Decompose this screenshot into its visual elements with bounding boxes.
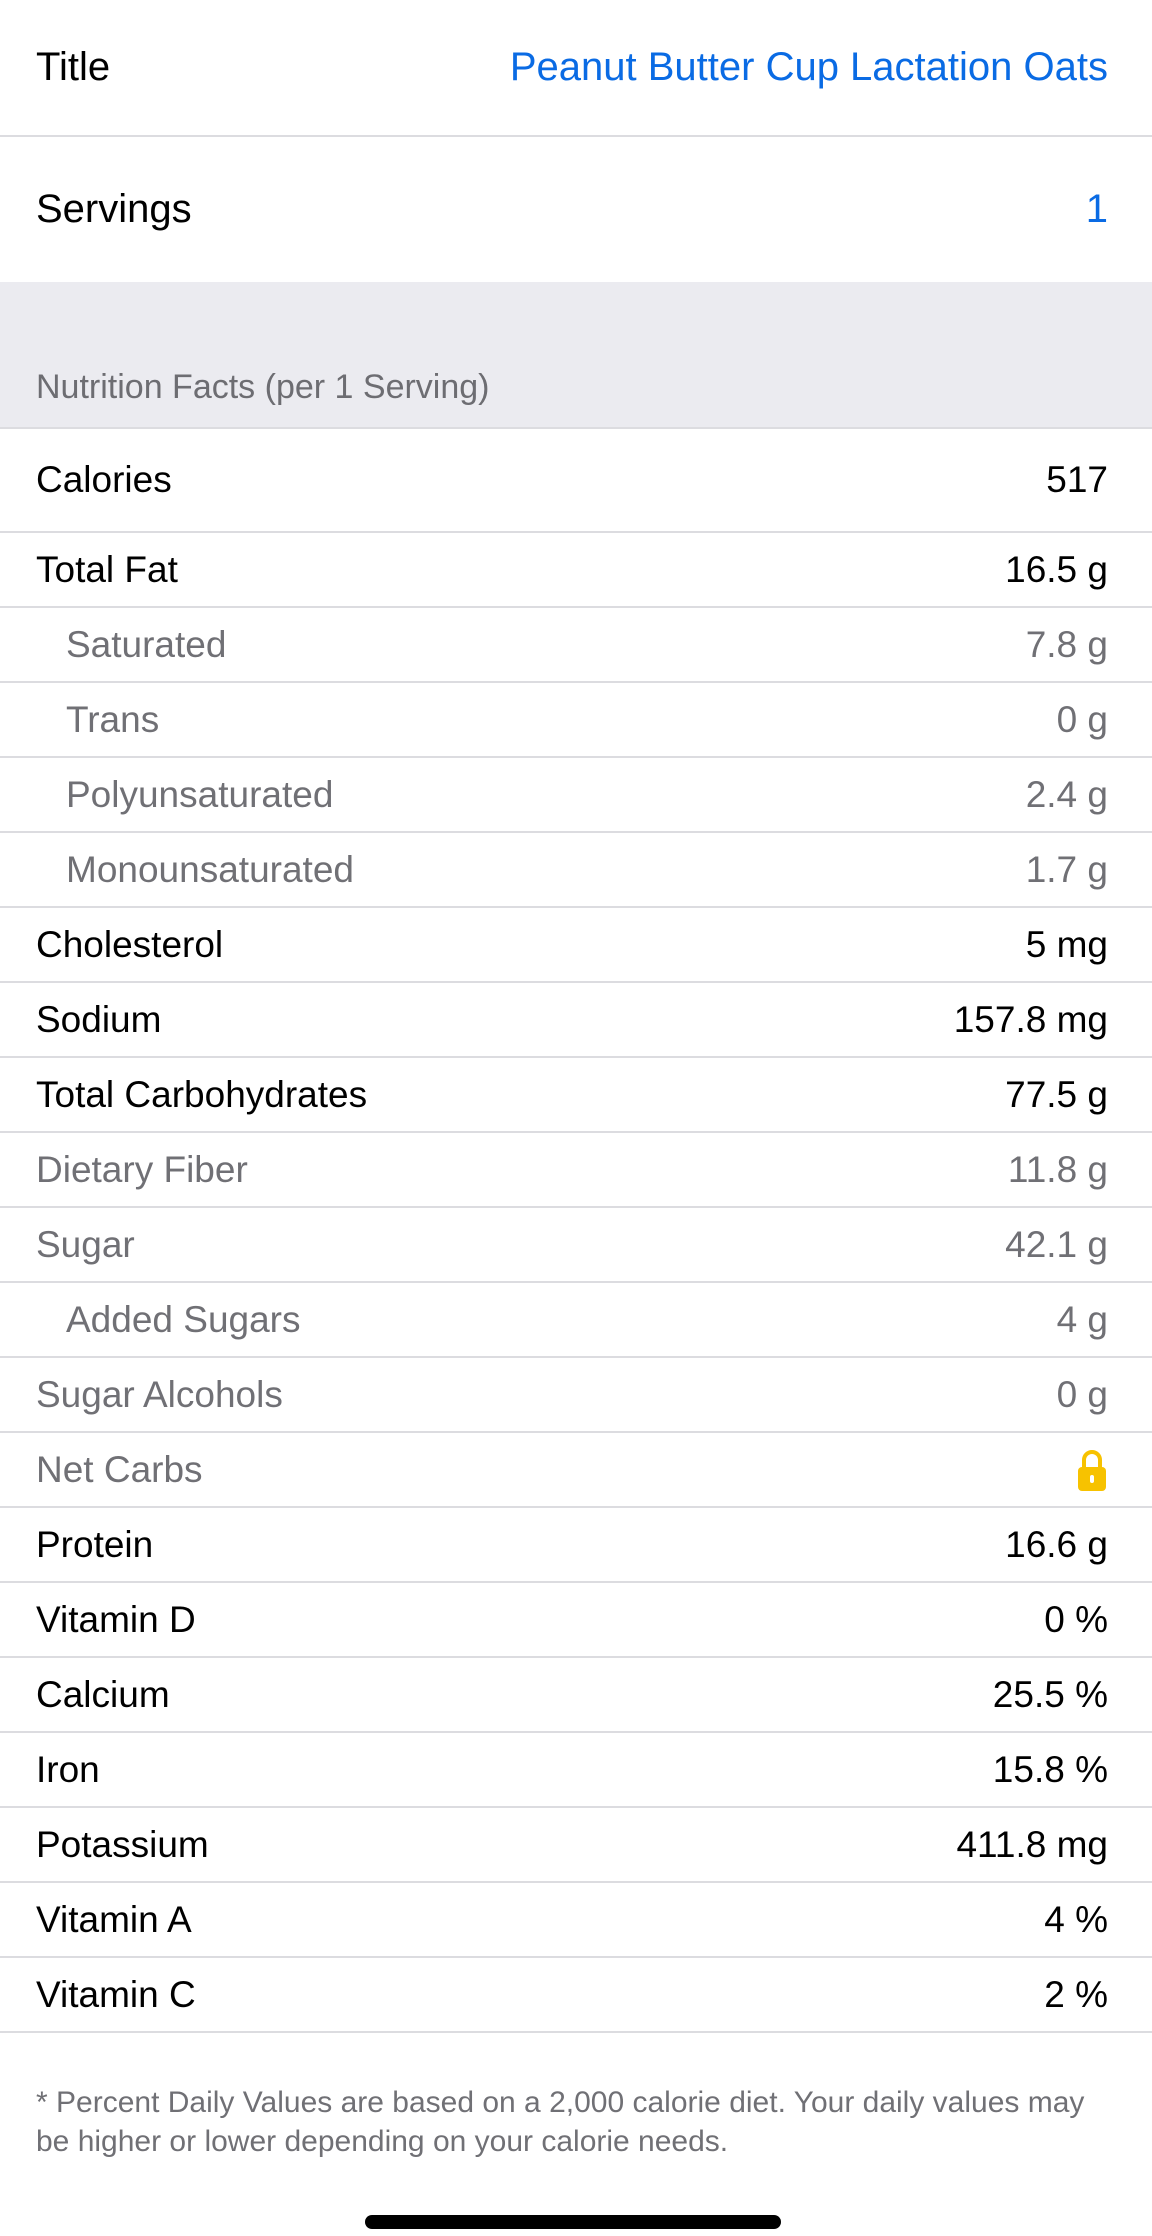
nutrition-list: Calories 517 Total Fat 16.5 g Saturated 7.8 g… — [0, 429, 1152, 2033]
daily-values-footnote: * Percent Daily Values are based on a 2,… — [36, 2086, 1085, 2158]
nutrient-row: Polyunsaturated 2.4 g — [0, 758, 1152, 833]
nutrient-label: Trans — [66, 698, 160, 740]
nutrient-row: Total Carbohydrates 77.5 g — [0, 1058, 1152, 1133]
nutrient-label: Vitamin A — [36, 1898, 192, 1940]
nutrient-value: 25.5 % — [992, 1673, 1108, 1715]
title-row[interactable]: Title Peanut Butter Cup Lactation Oats — [0, 0, 1152, 137]
nutrient-value: 11.8 g — [1007, 1148, 1108, 1190]
nutrient-row: Total Fat 16.5 g — [0, 533, 1152, 608]
nutrient-label: Calories — [36, 459, 172, 500]
nutrient-value: 2.4 g — [1025, 773, 1108, 815]
nutrient-label: Vitamin C — [36, 1973, 196, 2015]
servings-value[interactable]: 1 — [1085, 187, 1108, 231]
nutrient-label: Net Carbs — [36, 1448, 203, 1490]
lock-icon[interactable] — [1076, 1448, 1108, 1492]
home-indicator[interactable] — [365, 2215, 781, 2229]
nutrient-value: 16.6 g — [1005, 1523, 1108, 1565]
nutrient-label: Total Fat — [36, 548, 178, 590]
nutrient-row: Iron 15.8 % — [0, 1733, 1152, 1808]
nutrient-value: 4 g — [1056, 1298, 1108, 1340]
nutrient-row: Dietary Fiber 11.8 g — [0, 1133, 1152, 1208]
nutrient-value: 0 g — [1056, 1373, 1108, 1415]
nutrient-row: Cholesterol 5 mg — [0, 908, 1152, 983]
nutrient-value: 1.7 g — [1025, 848, 1108, 890]
nutrient-label: Vitamin D — [36, 1598, 196, 1640]
nutrient-value: 517 — [1046, 459, 1108, 500]
nutrient-value: 7.8 g — [1025, 623, 1108, 665]
nutrient-row: Protein 16.6 g — [0, 1508, 1152, 1583]
nutrient-row: Added Sugars 4 g — [0, 1283, 1152, 1358]
nutrient-row: Calories 517 — [0, 429, 1152, 533]
nutrient-label: Saturated — [66, 623, 227, 665]
nutrient-row: Sodium 157.8 mg — [0, 983, 1152, 1058]
nutrient-row: Monounsaturated 1.7 g — [0, 833, 1152, 908]
nutrient-label: Protein — [36, 1523, 154, 1565]
nutrient-label: Sugar — [36, 1223, 135, 1265]
nutrient-row: Vitamin D 0 % — [0, 1583, 1152, 1658]
nutrient-value: 411.8 mg — [956, 1823, 1108, 1865]
nutrient-row: Net Carbs — [0, 1433, 1152, 1508]
nutrient-label: Sodium — [36, 998, 162, 1040]
nutrient-label: Total Carbohydrates — [36, 1073, 368, 1115]
servings-label: Servings — [36, 187, 192, 231]
nutrient-label: Dietary Fiber — [36, 1148, 248, 1190]
nutrient-label: Potassium — [36, 1823, 209, 1865]
nutrient-row: Calcium 25.5 % — [0, 1658, 1152, 1733]
nutrient-label: Calcium — [36, 1673, 170, 1715]
title-label: Title — [36, 45, 111, 89]
nutrient-label: Added Sugars — [66, 1298, 301, 1340]
nutrient-value: 4 % — [1044, 1898, 1108, 1940]
nutrient-label: Cholesterol — [36, 923, 224, 965]
nutrient-row: Potassium 411.8 mg — [0, 1808, 1152, 1883]
nutrient-row: Vitamin C 2 % — [0, 1958, 1152, 2033]
nutrient-value: 157.8 mg — [953, 998, 1108, 1040]
nutrition-section-header: Nutrition Facts (per 1 Serving) — [0, 282, 1152, 429]
nutrient-label: Monounsaturated — [66, 848, 354, 890]
nutrient-value: 5 mg — [1025, 923, 1108, 965]
nutrient-row: Sugar Alcohols 0 g — [0, 1358, 1152, 1433]
nutrient-value: 0 % — [1044, 1598, 1108, 1640]
nutrient-value: 2 % — [1044, 1973, 1108, 2015]
title-value[interactable]: Peanut Butter Cup Lactation Oats — [509, 45, 1108, 89]
nutrient-value: 16.5 g — [1005, 548, 1108, 590]
nutrient-row: Sugar 42.1 g — [0, 1208, 1152, 1283]
nutrient-value: 0 g — [1056, 698, 1108, 740]
nutrient-row: Saturated 7.8 g — [0, 608, 1152, 683]
nutrient-label: Iron — [36, 1748, 100, 1790]
nutrient-value: 42.1 g — [1005, 1223, 1108, 1265]
nutrient-row: Trans 0 g — [0, 683, 1152, 758]
nutrient-label: Sugar Alcohols — [36, 1373, 283, 1415]
servings-row[interactable]: Servings 1 — [0, 137, 1152, 282]
nutrient-row: Vitamin A 4 % — [0, 1883, 1152, 1958]
nutrient-value: 77.5 g — [1005, 1073, 1108, 1115]
nutrient-label: Polyunsaturated — [66, 773, 334, 815]
nutrient-value: 15.8 % — [992, 1748, 1108, 1790]
